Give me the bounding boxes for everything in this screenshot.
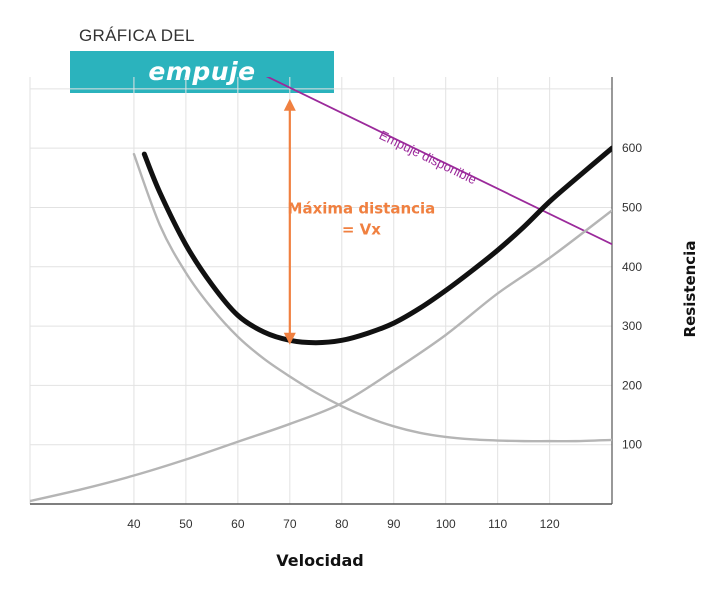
chart-supertitle: GRÁFICA DEL — [79, 26, 195, 45]
y-tick-label: 400 — [622, 260, 642, 274]
x-tick-label: 70 — [283, 517, 297, 531]
x-tick-label: 110 — [488, 517, 507, 531]
x-tick-label: 60 — [231, 517, 245, 531]
y-tick-label: 600 — [622, 141, 642, 155]
annotation-max-distance-line-1: Máxima distancia — [288, 199, 436, 217]
y-tick-label: 200 — [622, 378, 642, 392]
distance-arrow-head-top — [283, 98, 296, 111]
x-tick-label: 50 — [179, 517, 193, 531]
y-tick-label: 100 — [622, 438, 642, 452]
x-tick-label: 100 — [436, 517, 456, 531]
x-axis-label: Velocidad — [276, 551, 364, 570]
distance-arrow-head-bottom — [283, 332, 296, 345]
y-tick-label: 500 — [622, 200, 642, 214]
y-tick-label: 300 — [622, 319, 642, 333]
x-tick-label: 90 — [387, 517, 401, 531]
x-tick-label: 40 — [127, 517, 141, 531]
series-line-total — [141, 145, 612, 346]
x-tick-label: 80 — [335, 517, 349, 531]
annotation-max-distance-line-2: = Vx — [342, 220, 381, 238]
x-tick-label: 120 — [540, 517, 560, 531]
series-label-empuje-disponible: Empuje disponible — [377, 127, 479, 187]
series-line-component-2 — [132, 152, 612, 443]
series-line-empuje-disponible — [265, 77, 612, 246]
y-axis-label: Resistencia — [681, 240, 699, 338]
series-line-component-3 — [30, 209, 612, 503]
